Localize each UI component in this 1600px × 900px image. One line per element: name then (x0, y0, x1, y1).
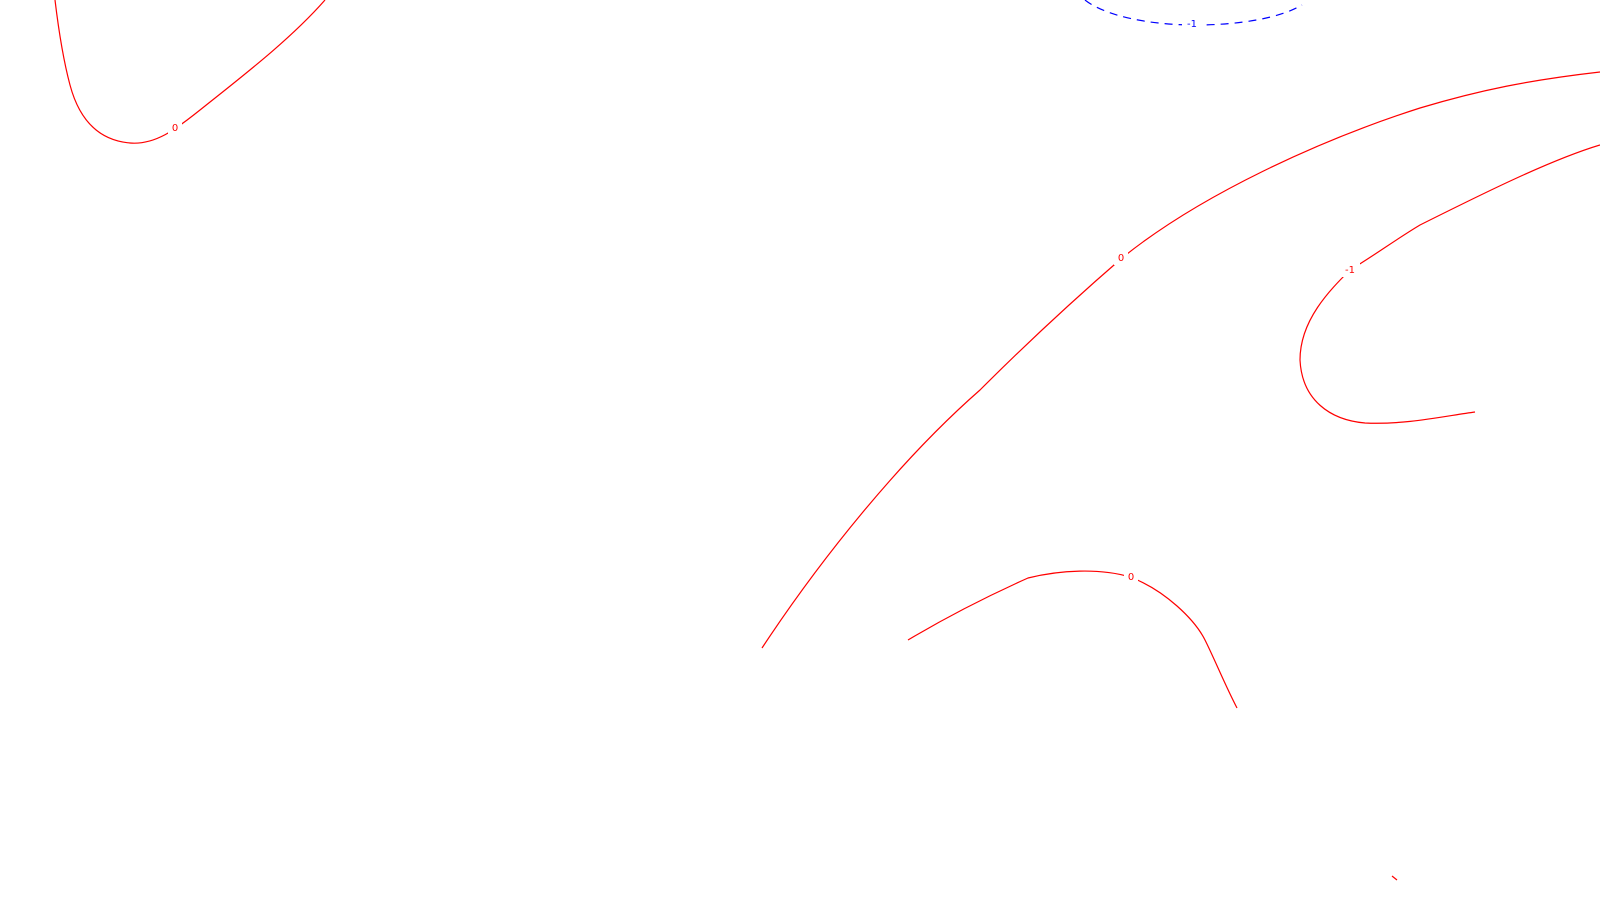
contour-line (907, 570, 1238, 709)
contour-line (54, 0, 326, 144)
contour-label-bg (1114, 251, 1128, 265)
contour-label: 0 (1118, 253, 1124, 264)
contour-line (761, 71, 1600, 649)
contour-line (1391, 875, 1398, 881)
contour-label-bg (1182, 18, 1202, 31)
contour-label: -1 (1187, 19, 1197, 30)
contour-label: 0 (1128, 572, 1134, 583)
contour-label: 0 (172, 123, 178, 134)
contour-label-bg (1340, 263, 1360, 277)
contour-label-bg (1124, 570, 1138, 584)
contour-label: -1 (1345, 265, 1355, 276)
contour-line (1299, 144, 1600, 424)
contour-label-bg (168, 121, 182, 134)
